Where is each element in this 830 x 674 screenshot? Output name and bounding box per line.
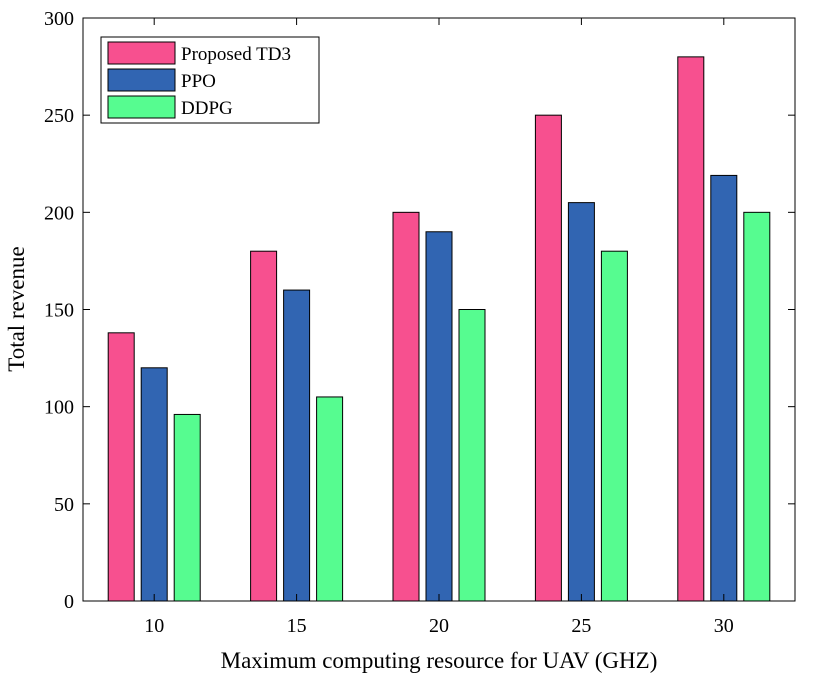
bars-group <box>107 56 771 602</box>
y-tick-label-100: 100 <box>44 397 74 419</box>
bar-proposed-td3-15 <box>250 250 278 602</box>
x-tick-label-20: 20 <box>429 615 449 637</box>
bar-proposed-td3-25 <box>534 114 562 602</box>
bar-proposed-td3-30 <box>677 56 705 602</box>
bar-proposed-td3-20 <box>392 211 420 602</box>
y-tick-label-300: 300 <box>44 8 74 30</box>
bar-proposed-td3-10 <box>107 332 135 602</box>
axes-box <box>82 17 796 602</box>
y-tick-label-200: 200 <box>44 202 74 224</box>
bar-ppo-30 <box>710 174 738 602</box>
bar-ppo-15 <box>283 289 311 602</box>
bar-ppo-25 <box>567 202 595 602</box>
legend-label-ppo: PPO <box>181 71 216 92</box>
legend-swatch-ppo <box>107 68 176 92</box>
bar-ppo-10 <box>140 367 168 602</box>
bar-ddpg-20 <box>458 309 486 602</box>
x-tick-label-10: 10 <box>144 615 164 637</box>
legend-label-proposed-td3: Proposed TD3 <box>181 44 291 65</box>
x-axis-label: Maximum computing resource for UAV (GHZ) <box>221 648 658 673</box>
legend: Proposed TD3 PPO DDPG <box>100 36 320 124</box>
bar-ddpg-30 <box>743 211 771 602</box>
legend-swatch-ddpg <box>107 95 176 119</box>
x-tick-label-15: 15 <box>287 615 307 637</box>
bar-ddpg-25 <box>600 250 628 602</box>
y-axis-label: Total revenue <box>4 246 29 371</box>
y-tick-label-150: 150 <box>44 300 74 322</box>
y-tick-label-50: 50 <box>54 494 74 516</box>
x-tick-label-30: 30 <box>714 615 734 637</box>
bar-ddpg-15 <box>316 396 344 602</box>
legend-swatch-proposed-td3 <box>107 41 176 65</box>
x-tick-label-25: 25 <box>571 615 591 637</box>
y-tick-label-250: 250 <box>44 105 74 127</box>
y-tick-label-0: 0 <box>64 591 74 613</box>
bar-ppo-20 <box>425 231 453 602</box>
legend-label-ddpg: DDPG <box>181 98 233 119</box>
bar-ddpg-10 <box>173 413 201 602</box>
